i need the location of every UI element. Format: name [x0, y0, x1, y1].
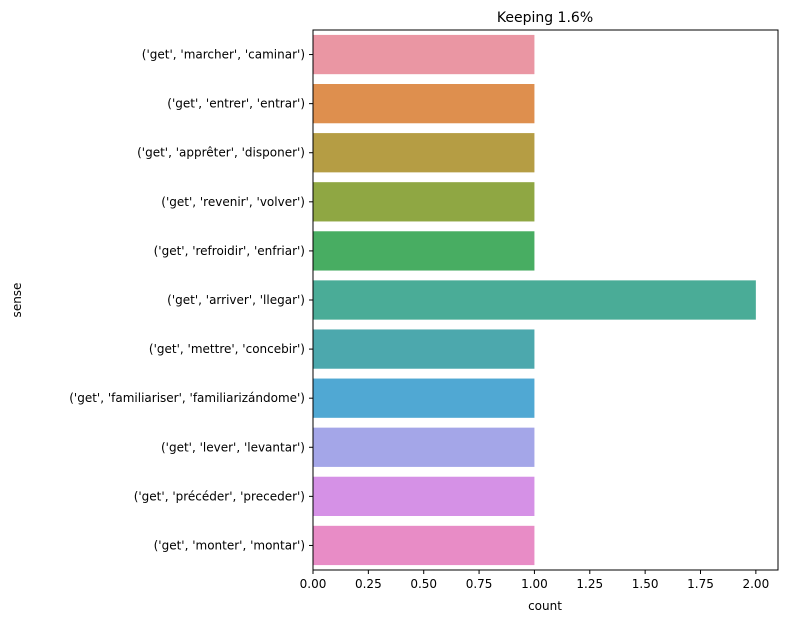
x-tick-label: 1.25 — [576, 577, 603, 591]
bar — [313, 427, 535, 467]
x-tick-label: 0.75 — [466, 577, 493, 591]
y-tick-layer: ('get', 'marcher', 'caminar') ('get', 'en… — [69, 48, 313, 552]
y-tick-label: ('get', 'monter', 'montar') — [154, 538, 305, 552]
bar — [313, 476, 535, 516]
y-tick-label: ('get', 'précéder', 'preceder') — [134, 489, 305, 503]
x-tick-layer: 0.00 0.25 0.50 0.75 1.00 1.25 1.50 1.75 2.00 — [300, 570, 769, 591]
x-tick-label: 1.50 — [632, 577, 659, 591]
x-tick-label: 2.00 — [742, 577, 769, 591]
y-tick-label: ('get', 'apprêter', 'disponer') — [137, 146, 305, 160]
y-axis-label: sense — [10, 283, 24, 318]
y-tick-label: ('get', 'arriver', 'llegar') — [167, 293, 305, 307]
bar — [313, 84, 535, 124]
bar — [313, 34, 535, 75]
y-tick-label: ('get', 'refroidir', 'enfriar') — [154, 244, 305, 258]
bar — [313, 378, 535, 418]
y-tick-label: ('get', 'mettre', 'concebir') — [149, 342, 305, 356]
bar — [313, 329, 535, 369]
x-tick-label: 1.75 — [687, 577, 714, 591]
bar — [313, 182, 535, 222]
x-tick-label: 0.00 — [300, 577, 327, 591]
plot-frame — [312, 29, 779, 571]
y-tick-label: ('get', 'lever', 'levantar') — [161, 440, 305, 454]
chart-title: Keeping 1.6% — [497, 10, 593, 26]
y-tick-label: ('get', 'familiariser', 'familiarizándom… — [69, 391, 305, 405]
bar — [313, 231, 535, 271]
bar — [313, 133, 535, 173]
y-tick-label: ('get', 'entrer', 'entrar') — [167, 97, 305, 111]
x-tick-label: 0.50 — [410, 577, 437, 591]
bar — [313, 525, 535, 566]
y-tick-label: ('get', 'revenir', 'volver') — [161, 195, 305, 209]
y-tick-label: ('get', 'marcher', 'caminar') — [142, 48, 305, 62]
x-tick-label: 1.00 — [521, 577, 548, 591]
bars-layer — [313, 34, 756, 566]
x-tick-label: 0.25 — [355, 577, 382, 591]
bar — [313, 280, 756, 320]
x-axis-label: count — [528, 599, 562, 613]
